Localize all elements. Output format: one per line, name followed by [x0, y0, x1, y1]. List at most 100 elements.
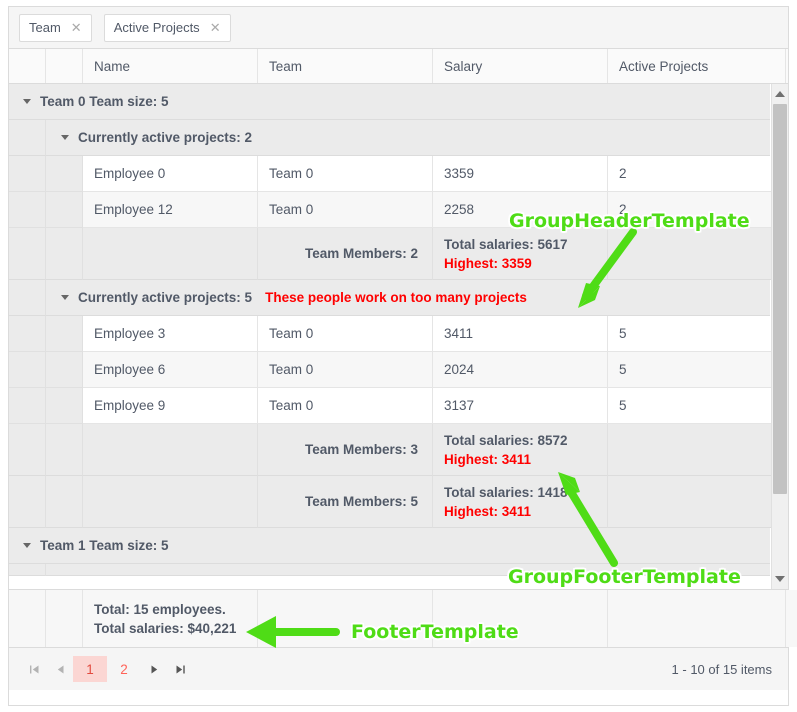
row-indent-cell	[9, 316, 46, 352]
table-row[interactable]: Employee 9 Team 0 3137 5	[9, 388, 786, 424]
pager-first-button[interactable]	[21, 656, 47, 682]
pager: 1 2 1 - 10 of 15 items	[9, 647, 788, 690]
table-row[interactable]: Employee 6 Team 0 2024 5	[9, 352, 786, 388]
cell-name: Employee 3	[83, 316, 258, 352]
column-header-team[interactable]: Team	[258, 49, 433, 83]
cell-team: Team 0	[258, 388, 433, 424]
vertical-scrollbar[interactable]	[771, 84, 788, 589]
pager-page-2[interactable]: 2	[120, 661, 128, 677]
cell-name: Employee 0	[83, 156, 258, 192]
footer-projects-cell	[608, 590, 786, 647]
cell-salary: 2258	[433, 192, 608, 228]
scroll-up-icon[interactable]	[772, 86, 788, 102]
group-footer-total: Total salaries: 14189	[444, 484, 576, 500]
pager-page-1[interactable]: 1	[73, 656, 107, 682]
group-footer-indent	[46, 424, 83, 476]
cell-team: Team 0	[258, 156, 433, 192]
footer-team-cell	[258, 590, 433, 647]
close-icon[interactable]: ✕	[70, 20, 82, 35]
pager-next-button[interactable]	[141, 656, 167, 682]
group-footer-indent	[9, 476, 46, 528]
group-footer-projects-cell	[608, 424, 786, 476]
group-footer-total: Total salaries: 8572	[444, 432, 568, 448]
cell-active-projects: 5	[608, 388, 786, 424]
group-chip-team[interactable]: Team ✕	[19, 13, 92, 42]
footer-totals-cell: Total: 15 employees. Total salaries: $40…	[83, 590, 258, 647]
group-footer: Team Members: 5 Total salaries: 14189 Hi…	[9, 476, 786, 528]
row-indent-cell	[46, 316, 83, 352]
table-row[interactable]: Employee 0 Team 0 3359 2	[9, 156, 786, 192]
header-indent-cell-2	[46, 49, 83, 83]
row-indent-cell	[9, 388, 46, 424]
chevron-down-icon[interactable]	[23, 543, 31, 548]
cell-name: Employee 12	[83, 192, 258, 228]
row-indent-cell	[9, 352, 46, 388]
cell-salary: 2024	[433, 352, 608, 388]
scroll-down-icon[interactable]	[772, 571, 788, 587]
table-row[interactable]: Employee 12 Team 0 2258 2	[9, 192, 786, 228]
group-chip-label: Active Projects	[113, 20, 200, 35]
pager-prev-button[interactable]	[47, 656, 73, 682]
group-footer-total: Total salaries: 5617	[444, 236, 568, 252]
chevron-down-icon[interactable]	[61, 135, 69, 140]
group-footer-salary-cell: Total salaries: 8572 Highest: 3411	[433, 424, 608, 476]
group-header-label: Team 0 Team size: 5	[40, 94, 169, 109]
group-header-label: Team 1 Team size: 5	[40, 538, 169, 553]
footer-indent-cell	[9, 590, 46, 647]
group-footer-highest: Highest: 3359	[444, 255, 532, 271]
group-header-label: Currently active projects: 5	[78, 290, 253, 305]
footer-total-employees: Total: 15 employees.	[94, 601, 226, 617]
scrollbar-thumb[interactable]	[773, 104, 787, 494]
cell-active-projects: 2	[608, 192, 786, 228]
group-header-level2[interactable]: Currently active projects: 2	[9, 120, 770, 156]
group-footer-name-cell	[83, 476, 258, 528]
column-header-salary[interactable]: Salary	[433, 49, 608, 83]
group-footer-indent	[9, 424, 46, 476]
pager-last-button[interactable]	[167, 656, 193, 682]
column-header-name[interactable]: Name	[83, 49, 258, 83]
group-footer-indent	[46, 228, 83, 280]
group-footer-members: Team Members: 3	[258, 424, 433, 476]
footer-scroll-pad	[786, 590, 797, 647]
cell-salary: 3411	[433, 316, 608, 352]
group-footer-name-cell	[83, 228, 258, 280]
header-scroll-pad	[786, 49, 797, 83]
group-footer-members: Team Members: 5	[258, 476, 433, 528]
group-footer-salary-cell: Total salaries: 14189 Highest: 3411	[433, 476, 608, 528]
group-chip-active-projects[interactable]: Active Projects ✕	[103, 13, 231, 42]
chevron-down-icon[interactable]	[23, 99, 31, 104]
group-header-level2-partial[interactable]	[9, 564, 770, 589]
cell-team: Team 0	[258, 316, 433, 352]
cell-active-projects: 5	[608, 352, 786, 388]
group-header-label: Currently active projects: 2	[78, 130, 253, 145]
cell-name: Employee 9	[83, 388, 258, 424]
row-indent-cell	[9, 156, 46, 192]
row-indent-cell	[46, 156, 83, 192]
group-footer-indent	[46, 476, 83, 528]
chevron-down-icon[interactable]	[61, 295, 69, 300]
cell-team: Team 0	[258, 192, 433, 228]
group-footer: Team Members: 3 Total salaries: 8572 Hig…	[9, 424, 786, 476]
group-footer-projects-cell	[608, 228, 786, 280]
row-indent-cell	[9, 192, 46, 228]
footer-total-salaries: Total salaries: $40,221	[94, 620, 237, 636]
group-footer-highest: Highest: 3411	[444, 503, 532, 519]
row-indent-cell	[46, 192, 83, 228]
group-footer-indent	[9, 228, 46, 280]
group-header-level2[interactable]: Currently active projects: 5 These peopl…	[9, 280, 770, 316]
group-footer-members: Team Members: 2	[258, 228, 433, 280]
footer-indent-cell	[46, 590, 83, 647]
group-footer: Team Members: 2 Total salaries: 5617 Hig…	[9, 228, 786, 280]
close-icon[interactable]: ✕	[209, 20, 221, 35]
column-header-active-projects[interactable]: Active Projects	[608, 49, 786, 83]
table-footer: Total: 15 employees. Total salaries: $40…	[9, 589, 797, 647]
group-header-level1[interactable]: Team 0 Team size: 5	[9, 84, 770, 120]
group-drop-area[interactable]: Team ✕ Active Projects ✕	[9, 7, 788, 49]
group-header-level1[interactable]: Team 1 Team size: 5	[9, 528, 770, 564]
group-header-note: These people work on too many projects	[265, 290, 527, 305]
table-row[interactable]: Employee 3 Team 0 3411 5	[9, 316, 786, 352]
grid-container: Team ✕ Active Projects ✕ Name Team Salar…	[8, 6, 797, 706]
group-footer-name-cell	[83, 424, 258, 476]
header-indent-cell-1	[9, 49, 46, 83]
group-footer-projects-cell	[608, 476, 786, 528]
